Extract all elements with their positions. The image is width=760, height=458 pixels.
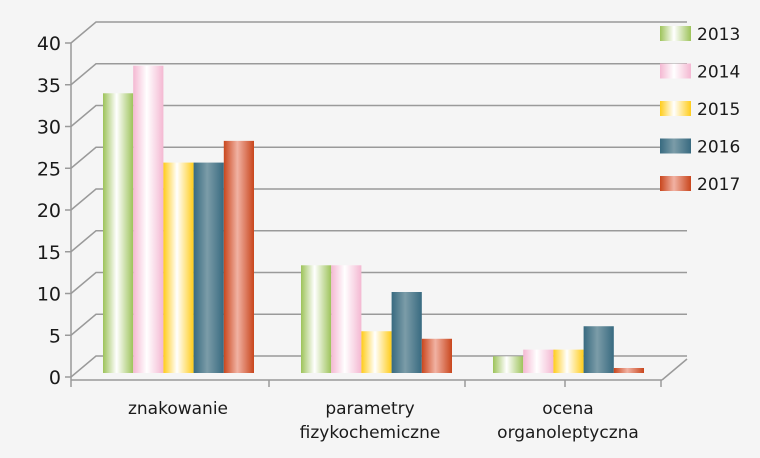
y-tick-label: 30: [37, 117, 61, 139]
bars: [103, 65, 644, 374]
bar-2016: [583, 326, 614, 373]
legend-label: 2016: [697, 138, 740, 158]
y-tick-label: 40: [37, 33, 61, 55]
y-tick-label: 0: [49, 367, 61, 389]
legend-swatch: [660, 26, 691, 41]
gridline: [70, 21, 687, 44]
bar-2014: [523, 349, 554, 373]
y-tick-label: 10: [37, 284, 61, 306]
category-label: parametry: [325, 399, 414, 419]
gridlines: [70, 21, 687, 378]
gridline: [70, 188, 687, 211]
gridline: [70, 63, 687, 86]
legend-label: 2017: [697, 175, 740, 195]
bar-2017: [421, 338, 452, 373]
bar-2017: [223, 140, 254, 373]
y-tick-label: 15: [37, 242, 61, 264]
gridline: [70, 355, 687, 378]
gridline: [70, 230, 687, 253]
category-label: organoleptyczna: [497, 423, 639, 443]
bar-2015: [553, 349, 584, 373]
bar-2013: [301, 265, 332, 373]
bar-2013: [493, 356, 524, 373]
legend-swatch: [660, 138, 691, 154]
gridline: [70, 313, 687, 336]
bar-2015: [361, 331, 392, 373]
bar-2015: [163, 162, 194, 373]
bar-2016: [391, 292, 422, 373]
y-axis-tick-labels: 0 5 10 15 20 25 30 35 40: [37, 33, 61, 389]
category-label: ocena: [542, 399, 593, 419]
x-axis-category-labels: znakowanie parametry fizykochemiczne ocena o…: [128, 399, 639, 443]
category-label: fizykochemiczne: [300, 423, 441, 443]
axes: [65, 42, 688, 387]
legend-swatch: [660, 176, 691, 191]
gridline: [70, 271, 687, 295]
bar-2017: [613, 367, 644, 373]
y-tick-label: 5: [49, 325, 61, 347]
bar-2013: [103, 93, 134, 374]
y-tick-label: 20: [37, 200, 61, 222]
gridline: [70, 104, 687, 128]
y-tick-label: 25: [37, 158, 61, 180]
category-label: znakowanie: [128, 399, 228, 419]
legend-label: 2015: [697, 100, 740, 120]
legend-swatch: [660, 101, 691, 116]
gridline: [70, 146, 687, 169]
legend: 2013 2014 2015 2016 2017: [660, 25, 740, 195]
legend-label: 2014: [697, 63, 740, 83]
legend-label: 2013: [697, 25, 740, 45]
bar-2014: [133, 65, 164, 373]
bar-2014: [331, 265, 362, 373]
legend-swatch: [660, 63, 691, 79]
bar-2016: [193, 162, 224, 373]
y-tick-label: 35: [37, 75, 61, 97]
